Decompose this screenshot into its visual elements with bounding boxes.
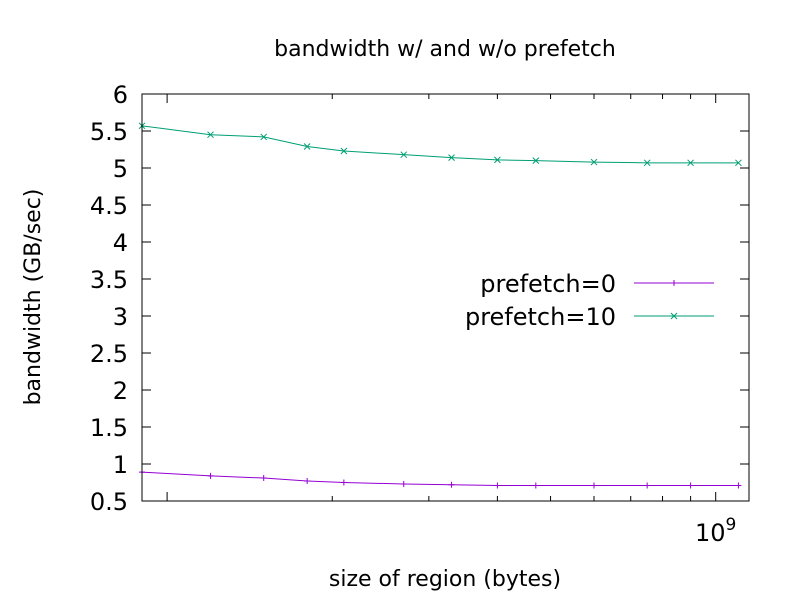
y-tick-label: 6 <box>113 81 128 109</box>
data-point <box>643 159 651 167</box>
y-tick-label: 3 <box>113 303 128 331</box>
legend-marker <box>670 312 678 320</box>
legend-marker <box>671 280 677 286</box>
y-axis-label: bandwidth (GB/sec) <box>21 189 46 406</box>
series-line <box>141 471 739 486</box>
legend-label: prefetch=10 <box>465 303 616 331</box>
x-axis-ticks: 109 <box>141 94 736 547</box>
y-tick-label: 5 <box>113 155 128 183</box>
data-point <box>304 478 311 485</box>
data-point <box>340 479 347 486</box>
x-tick-label-base: 10 <box>695 519 726 547</box>
chart-title: bandwidth w/ and w/o prefetch <box>274 37 616 62</box>
y-tick-label: 0.5 <box>90 488 128 516</box>
data-point <box>590 158 598 166</box>
data-point <box>340 147 348 155</box>
data-point <box>494 156 501 164</box>
data-point <box>687 159 694 167</box>
data-point <box>448 154 455 161</box>
data-point <box>400 151 408 159</box>
data-point <box>448 481 455 488</box>
data-point <box>207 131 214 139</box>
plot-series <box>138 122 742 489</box>
data-point <box>303 143 311 150</box>
data-point <box>260 133 268 141</box>
data-point <box>735 159 742 167</box>
x-axis-label: size of region (bytes) <box>329 567 561 592</box>
legend: prefetch=0 prefetch=10 <box>465 270 714 331</box>
series-line <box>141 125 739 164</box>
data-point <box>644 482 651 489</box>
data-point <box>400 480 407 487</box>
data-point <box>207 472 214 479</box>
data-point <box>532 157 540 164</box>
y-tick-label: 1.5 <box>90 414 128 442</box>
data-point <box>532 482 539 489</box>
y-tick-label: 2 <box>113 377 128 405</box>
y-axis-ticks: 0.5 1 1.5 2 2.5 3 3.5 4 4.5 5 5.5 6 <box>90 81 749 516</box>
y-tick-label: 1 <box>113 451 128 479</box>
data-point <box>260 475 267 482</box>
data-point <box>735 482 742 489</box>
data-point <box>687 482 694 489</box>
data-point <box>590 482 597 489</box>
y-tick-label: 2.5 <box>90 340 128 368</box>
x-tick-label-exponent: 9 <box>726 515 737 535</box>
x-tick-label: 109 <box>695 515 736 547</box>
y-tick-label: 4.5 <box>90 192 128 220</box>
y-tick-label: 3.5 <box>90 266 128 294</box>
y-tick-label: 5.5 <box>90 118 128 146</box>
y-tick-label: 4 <box>113 229 128 257</box>
legend-label: prefetch=0 <box>480 270 616 298</box>
data-point <box>494 482 501 489</box>
plot-frame <box>141 93 750 502</box>
